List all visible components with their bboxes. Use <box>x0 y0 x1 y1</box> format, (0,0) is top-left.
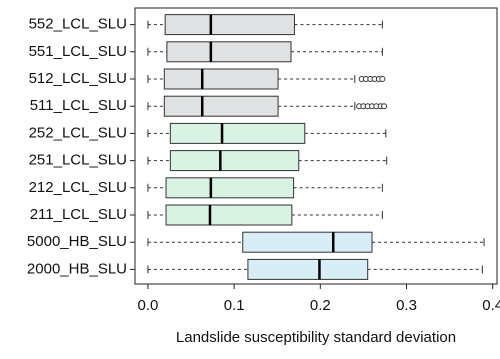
box <box>242 231 373 253</box>
box <box>169 122 306 144</box>
box <box>166 41 292 63</box>
box <box>169 150 300 172</box>
y-tick-label: 551_LCL_SLU <box>29 43 127 60</box>
x-tick-label: 0.2 <box>310 297 331 314</box>
x-tick-label: 0.0 <box>137 297 158 314</box>
y-tick-label: 511_LCL_SLU <box>30 97 127 114</box>
y-tick-label: 2000_HB_SLU <box>27 260 127 277</box>
y-tick-label: 212_LCL_SLU <box>29 179 127 196</box>
y-tick-label: 251_LCL_SLU <box>29 152 127 169</box>
y-tick-label: 512_LCL_SLU <box>29 70 127 87</box>
y-tick-label: 552_LCL_SLU <box>29 16 127 33</box>
box <box>165 204 293 226</box>
x-tick-label: 0.4 <box>482 297 500 314</box>
outlier <box>379 76 386 82</box>
box <box>165 177 295 199</box>
box <box>247 258 369 280</box>
y-tick-label: 252_LCL_SLU <box>29 124 127 141</box>
box <box>164 14 295 36</box>
x-axis-label: Landslide susceptibility standard deviat… <box>176 329 456 346</box>
y-tick-label: 211_LCL_SLU <box>30 206 127 223</box>
box <box>163 68 279 90</box>
outlier <box>381 103 388 110</box>
y-tick-label: 5000_HB_SLU <box>27 233 127 250</box>
plot-frame <box>134 7 498 285</box>
x-tick-label: 0.1 <box>224 297 245 314</box>
x-tick-label: 0.3 <box>396 297 417 314</box>
box <box>163 95 279 117</box>
